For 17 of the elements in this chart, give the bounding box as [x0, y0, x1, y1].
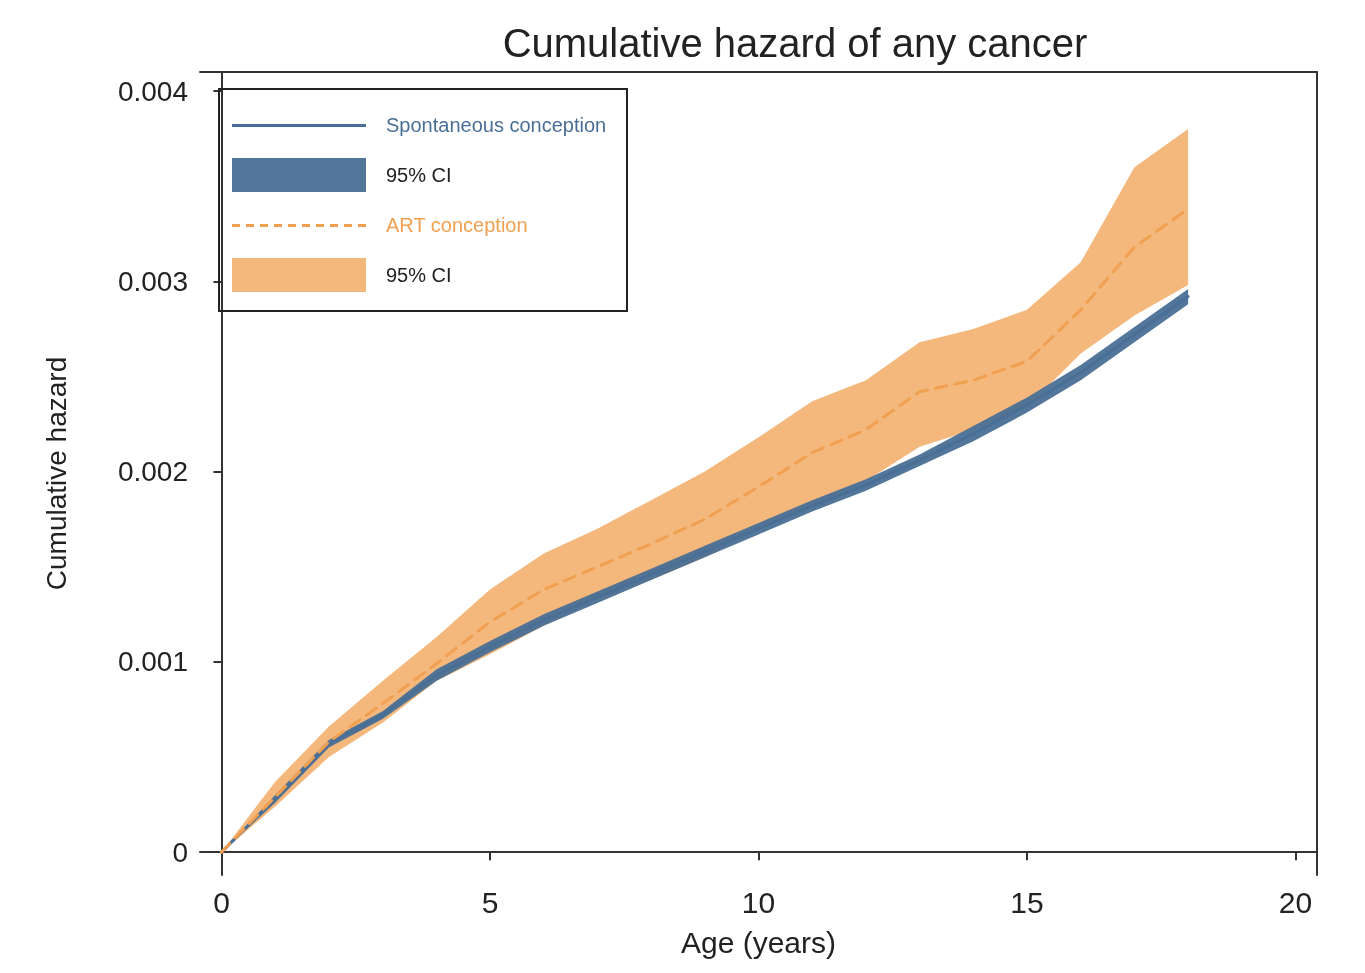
text: Spontaneous conception	[386, 113, 607, 137]
x-tick-label: 5	[481, 885, 499, 919]
chart-title: Cumulative hazard of any cancer	[502, 21, 1088, 65]
x-tick-label: 15	[1010, 885, 1044, 919]
y-tick-label: 0.001	[117, 646, 188, 678]
x-axis-title: Age (years)	[680, 925, 837, 959]
y-tick-label: 0.004	[117, 75, 188, 107]
annotation: 95% CI	[386, 263, 452, 287]
y-tick-label: 0	[172, 836, 188, 868]
x-tick-label: 20	[1278, 885, 1313, 919]
x-tick-label: 0	[213, 885, 230, 919]
x-tick-label: 10	[741, 885, 776, 919]
y-tick-label: 0.003	[117, 265, 188, 297]
text: ART conception	[386, 213, 528, 237]
annotation: 95% CI	[386, 163, 452, 187]
y-axis-title: Cumulative hazard	[40, 356, 72, 591]
y-tick-label: 0.002	[117, 456, 188, 488]
